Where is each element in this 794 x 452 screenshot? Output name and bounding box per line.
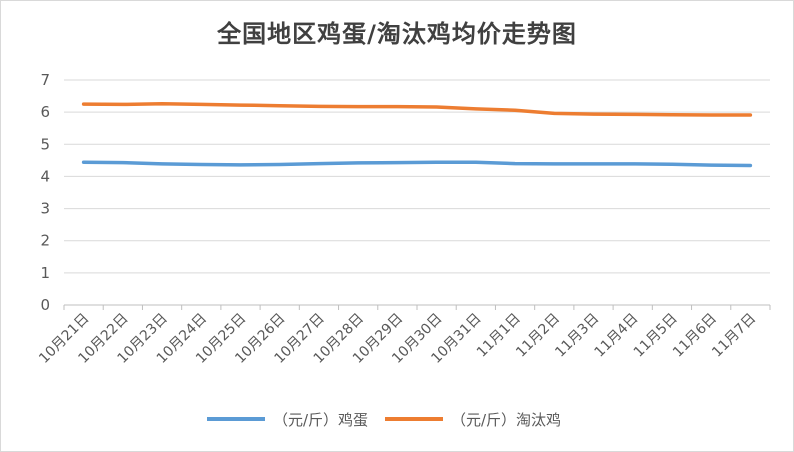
legend-label: （元/斤）淘汰鸡 (451, 411, 561, 429)
y-tick-label: 6 (40, 103, 50, 121)
chart-title: 全国地区鸡蛋/淘汰鸡均价走势图 (217, 20, 577, 48)
y-tick-label: 4 (40, 167, 50, 185)
y-tick-label: 2 (40, 232, 50, 250)
y-tick-label: 0 (40, 296, 50, 314)
x-tick-label: 11月7日 (709, 311, 759, 361)
legend-label: （元/斤）鸡蛋 (273, 411, 368, 429)
y-tick-label: 5 (40, 135, 50, 153)
y-tick-label: 1 (40, 264, 50, 282)
y-tick-label: 3 (40, 200, 50, 218)
series-line-eggs (81, 160, 753, 168)
y-tick-label: 7 (40, 71, 50, 89)
series-line-culled-hens (81, 102, 753, 117)
